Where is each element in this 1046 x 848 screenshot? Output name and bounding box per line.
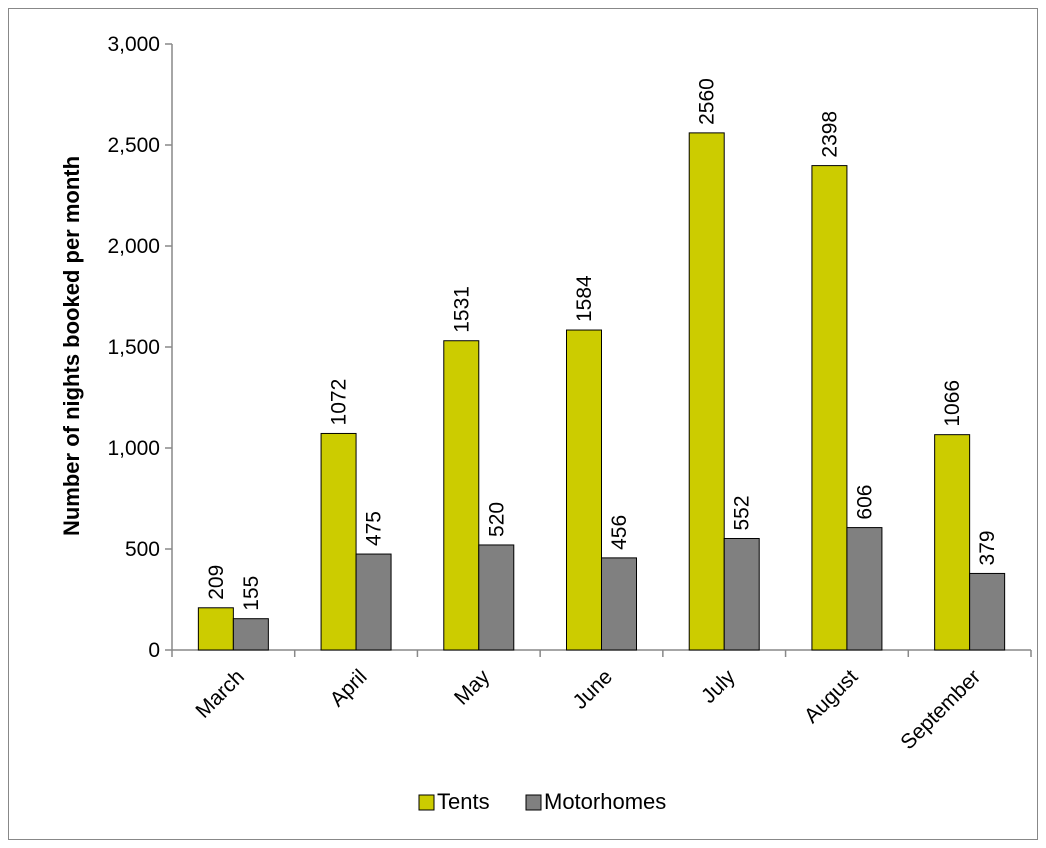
x-tick-label: September	[896, 665, 985, 754]
x-tick-label: June	[569, 665, 617, 713]
bar-tents-september	[934, 434, 971, 651]
chart-svg: 0 500 1,000 1,500 2,000 2,500 3,000 March April M…	[59, 33, 1032, 814]
data-label: 1584	[573, 275, 596, 322]
legend-swatch-motorhomes	[525, 794, 542, 811]
data-label: 1072	[328, 379, 351, 426]
data-label: 606	[853, 485, 876, 520]
data-label: 2560	[696, 78, 719, 125]
bar-motorhomes-september	[969, 572, 1006, 651]
x-tick-label: July	[697, 665, 740, 708]
bar-motorhomes-august	[846, 527, 883, 651]
bars	[197, 132, 1006, 651]
y-tick-label: 0	[148, 639, 160, 662]
x-tick-label: August	[800, 665, 863, 728]
bar-tents-june	[566, 329, 602, 651]
bar-tents-august	[811, 165, 848, 651]
data-label: 456	[608, 515, 631, 550]
data-label: 1066	[941, 380, 964, 427]
bar-tents-july	[688, 132, 725, 651]
y-tick-label: 2,500	[107, 134, 160, 157]
legend-label-tents: Tents	[437, 789, 490, 814]
data-label: 379	[976, 530, 999, 565]
x-tick-label: April	[326, 665, 372, 711]
y-tick-label: 3,000	[107, 33, 160, 56]
y-tick-label: 1,000	[107, 437, 160, 460]
bar-tents-april	[320, 432, 357, 651]
bar-motorhomes-march	[232, 618, 269, 651]
data-label: 2398	[818, 111, 841, 158]
y-axis-title: Number of nights booked per month	[59, 156, 84, 536]
bar-motorhomes-june	[601, 557, 637, 651]
y-tick-label: 500	[125, 538, 160, 561]
data-label: 520	[485, 502, 508, 537]
y-tick-label: 1,500	[107, 336, 160, 359]
data-labels: 209 155 1072 475 1531 520 1584 456 2560 552 2398 60…	[205, 78, 999, 611]
x-tick-label: March	[191, 665, 249, 723]
bar-motorhomes-may	[478, 544, 515, 651]
legend-swatch-tents	[418, 794, 435, 811]
bar-motorhomes-july	[723, 537, 760, 651]
data-label: 552	[731, 495, 754, 530]
bar-tents-may	[443, 340, 480, 651]
data-label: 209	[205, 565, 228, 600]
legend-label-motorhomes: Motorhomes	[544, 789, 666, 814]
y-tick-label: 2,000	[107, 235, 160, 258]
data-label: 155	[240, 576, 263, 611]
data-label: 1531	[450, 286, 473, 333]
x-tick-label: May	[450, 665, 495, 710]
bar-motorhomes-april	[355, 553, 392, 651]
bar-tents-march	[197, 607, 234, 651]
data-label: 475	[363, 511, 386, 546]
chart-area: 0 500 1,000 1,500 2,000 2,500 3,000 March April M…	[8, 8, 1038, 840]
legend: Tents Motorhomes	[418, 789, 666, 814]
